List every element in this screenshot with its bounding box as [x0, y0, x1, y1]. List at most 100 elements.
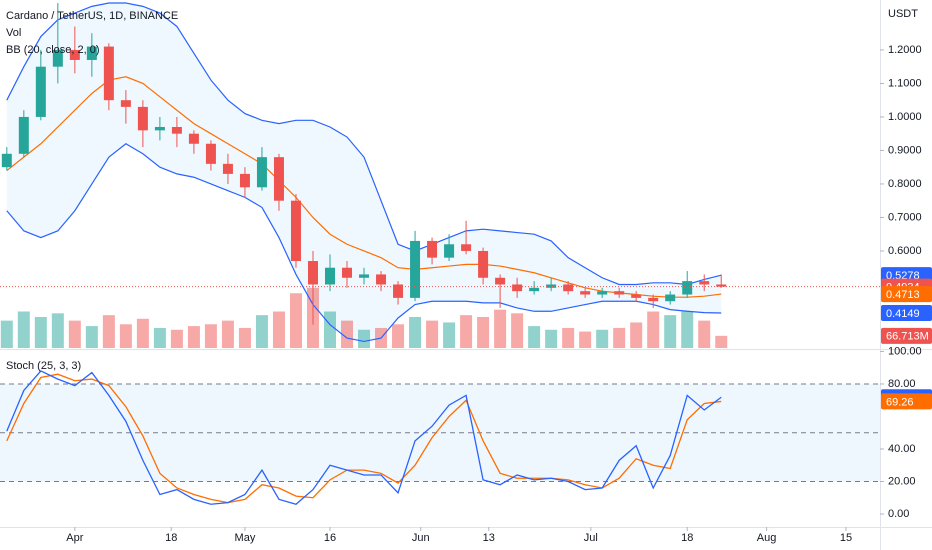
candle-body [376, 274, 387, 285]
candle-body [393, 284, 404, 298]
y-axis-label: USDT [888, 8, 918, 20]
candle-body [171, 126, 182, 134]
candle-body [188, 133, 199, 144]
candle-body [495, 277, 506, 285]
chart-title: Cardano / TetherUS, 1D, BINANCE [6, 10, 178, 22]
x-tick-label: Jun [412, 532, 430, 544]
price-badge-label: 0.4149 [886, 308, 920, 320]
volume-bar [358, 329, 371, 348]
stoch-label: Stoch (25, 3, 3) [6, 360, 81, 372]
x-tick-label: 18 [165, 532, 177, 544]
candle-body [273, 157, 284, 201]
volume-bar [255, 315, 268, 348]
volume-bar [34, 316, 47, 348]
candle-body [239, 173, 250, 188]
candle-body [222, 163, 233, 174]
volume-bar [562, 327, 575, 348]
x-tick-label: Aug [757, 532, 777, 544]
stoch-tick-label: 20.00 [888, 475, 916, 487]
volume-bar [426, 320, 439, 348]
candle-body [342, 267, 353, 278]
volume-bar [85, 326, 98, 348]
candle-body [716, 284, 727, 287]
price-badge-label: 66.713M [886, 331, 929, 343]
candle-body [256, 157, 267, 188]
volume-bar [102, 315, 115, 348]
volume-bar [494, 309, 507, 348]
volume-bar [341, 320, 354, 348]
volume-bar [613, 327, 626, 348]
volume-bar [51, 313, 64, 348]
x-tick-label: 13 [483, 532, 495, 544]
candle-body [359, 274, 370, 278]
price-badge [881, 304, 932, 321]
candle-body [35, 66, 46, 117]
volume-bar [528, 326, 541, 348]
price-badge-label: 69.26 [886, 396, 914, 408]
volume-bar [170, 329, 183, 348]
volume-bar [698, 320, 711, 348]
candle-body [546, 284, 557, 288]
volume-bar [545, 329, 558, 348]
volume-bar [392, 324, 405, 348]
y-tick-label: 0.7000 [888, 211, 922, 223]
volume-bar [477, 316, 490, 348]
candle-body [137, 106, 148, 131]
y-tick-label: 0.6000 [888, 245, 922, 257]
candle-body [512, 284, 523, 292]
volume-bar [136, 318, 149, 348]
candle-body [461, 244, 472, 251]
stoch-k [6, 370, 722, 505]
candle-body [631, 294, 642, 298]
bb-fill [6, 3, 722, 342]
stoch-tick-label: 40.00 [888, 443, 916, 455]
volume-bar [187, 326, 200, 348]
candle-body [427, 240, 438, 258]
candle-body [69, 49, 80, 60]
volume-bar [324, 311, 336, 348]
candle-body [154, 126, 165, 131]
volume-bar [664, 315, 677, 348]
candle-body [86, 46, 97, 60]
volume-bar [647, 311, 660, 348]
volume-bar [596, 329, 609, 348]
candle-body [563, 284, 574, 292]
price-badge-label: 0.4713 [886, 289, 920, 301]
volume-bar [221, 320, 234, 348]
volume-bar [511, 313, 524, 348]
price-badge [881, 327, 932, 344]
candle-body [682, 281, 693, 295]
candle-body [290, 200, 301, 262]
candle-body [205, 143, 216, 164]
stoch-tick-label: 100.00 [888, 345, 922, 357]
x-tick-label: Apr [66, 532, 83, 544]
bb-upper [6, 2, 722, 286]
volume-bar [238, 327, 251, 348]
volume-bar [68, 320, 81, 348]
candle-body [307, 261, 318, 285]
candle-body [103, 46, 114, 101]
volume-bar [17, 311, 30, 348]
bb-lower [6, 143, 722, 343]
y-tick-label: 1.1000 [888, 77, 922, 89]
volume-bar [715, 335, 728, 348]
volume-bar [681, 311, 694, 348]
x-tick-label: 18 [681, 532, 693, 544]
volume-bar [630, 322, 643, 348]
candle-body [52, 49, 63, 67]
volume-bar [443, 322, 456, 348]
volume-bar [272, 311, 285, 348]
candle-body [478, 250, 489, 278]
x-tick-label: 15 [840, 532, 852, 544]
volume-bar [460, 315, 473, 348]
candle-body [699, 281, 710, 285]
y-tick-label: 1.2000 [888, 44, 922, 56]
candle-body [1, 153, 12, 168]
volume-bar [119, 324, 132, 348]
volume-bar [153, 327, 166, 348]
candle-body [18, 116, 29, 154]
candle-body [648, 297, 659, 302]
